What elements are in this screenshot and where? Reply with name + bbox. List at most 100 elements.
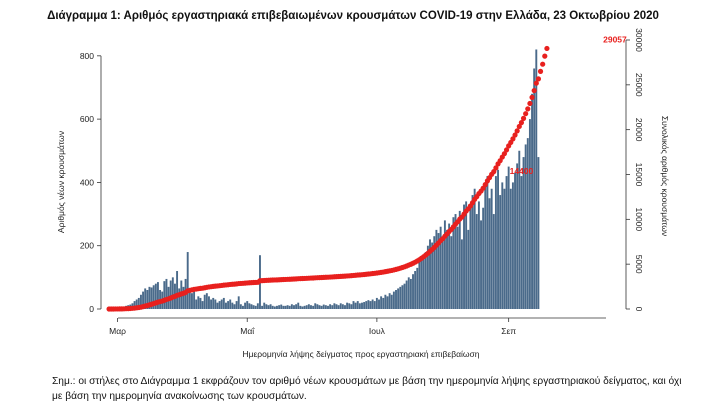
bar xyxy=(467,229,470,309)
y-tick-label: 600 xyxy=(80,114,94,124)
bar xyxy=(210,299,213,309)
cumulative-annotation: 14400 xyxy=(510,166,534,176)
bar xyxy=(482,207,485,309)
cumulative-point xyxy=(514,128,520,134)
bar xyxy=(222,297,225,309)
y-tick-label: 200 xyxy=(80,241,94,251)
bar xyxy=(220,299,223,309)
x-axis-label: Ημερομηνία λήψης δείγματος προς εργαστηρ… xyxy=(242,349,479,359)
bar xyxy=(375,297,378,309)
x-tick-label: Σεπ xyxy=(501,326,516,336)
bar xyxy=(380,296,383,309)
bar xyxy=(331,305,334,309)
bar xyxy=(293,305,295,309)
bar xyxy=(233,304,236,309)
cumulative-point xyxy=(512,132,518,138)
cumulative-point xyxy=(531,87,537,94)
bar xyxy=(439,226,442,309)
y2-tick-label: 20000 xyxy=(634,118,644,142)
bar xyxy=(229,299,232,309)
cumulative-point xyxy=(503,147,510,153)
bar xyxy=(214,299,217,309)
bar xyxy=(386,296,389,309)
bar xyxy=(301,306,304,309)
x-tick-label: Μαΐ xyxy=(240,326,255,336)
bar xyxy=(250,304,253,309)
bar xyxy=(199,297,202,309)
bar xyxy=(454,214,457,309)
bar xyxy=(295,304,298,309)
bar xyxy=(450,236,453,309)
bar xyxy=(276,305,278,309)
bar xyxy=(412,274,414,309)
bar xyxy=(471,195,474,309)
cumulative-point xyxy=(540,61,546,67)
bar xyxy=(409,278,412,309)
y-axis-label: Αριθμός νέων κρουσμάτων xyxy=(56,131,66,233)
bar xyxy=(195,299,198,309)
bar xyxy=(414,271,417,309)
axes-layer: 0 200 400 600 800 0 5000 10000 15000 20000 25000 30… xyxy=(80,28,644,336)
bar xyxy=(231,302,234,309)
bar xyxy=(388,293,391,309)
bar xyxy=(163,281,166,309)
x-tick-label: Ιουλ xyxy=(369,326,386,336)
bar xyxy=(225,302,227,309)
bar xyxy=(358,303,361,309)
bar xyxy=(263,302,266,309)
cumulative-annotation: 29057 xyxy=(603,34,627,44)
bar xyxy=(333,303,336,309)
bar xyxy=(252,305,255,309)
cumulative-point xyxy=(537,68,544,74)
bar xyxy=(191,293,193,309)
bar xyxy=(239,304,242,309)
bar xyxy=(133,301,136,309)
bar xyxy=(352,301,355,309)
bar xyxy=(335,304,338,309)
bar xyxy=(307,304,310,309)
bar xyxy=(399,286,402,309)
bar xyxy=(431,242,434,309)
bar xyxy=(401,285,404,309)
y2-tick-label: 0 xyxy=(634,307,644,312)
chart-note: Σημ.: οι στήλες στο Διάγραμμα 1 εκφράζου… xyxy=(52,376,682,402)
bar xyxy=(403,283,406,309)
bar xyxy=(363,302,366,309)
bar xyxy=(235,301,238,309)
bar xyxy=(390,294,393,309)
bar xyxy=(369,301,372,309)
bar xyxy=(433,236,436,309)
bar xyxy=(522,157,525,309)
bar xyxy=(516,163,519,309)
bar xyxy=(201,301,204,309)
bar xyxy=(205,293,208,309)
bar xyxy=(318,305,321,309)
bar xyxy=(494,176,497,309)
bar xyxy=(278,305,281,309)
bar xyxy=(193,290,196,309)
bar xyxy=(458,210,461,309)
bar xyxy=(424,252,427,309)
bar xyxy=(480,220,482,309)
bar xyxy=(182,286,185,309)
bar xyxy=(535,49,538,310)
cumulative-point xyxy=(510,136,516,142)
bar xyxy=(299,305,302,309)
bar xyxy=(524,144,527,309)
cumulative-point xyxy=(529,94,535,100)
bar xyxy=(382,297,385,309)
bar xyxy=(337,305,340,309)
bar xyxy=(322,304,325,309)
bar xyxy=(511,182,514,309)
bar xyxy=(490,188,493,309)
bar xyxy=(139,294,142,309)
bar xyxy=(437,233,440,309)
bar xyxy=(267,305,270,309)
bar xyxy=(477,201,480,309)
cumulative-point xyxy=(523,111,529,117)
bar xyxy=(146,290,149,309)
bar xyxy=(350,304,353,309)
bar xyxy=(378,299,380,309)
bar xyxy=(152,285,155,309)
cumulative-point xyxy=(542,53,548,59)
